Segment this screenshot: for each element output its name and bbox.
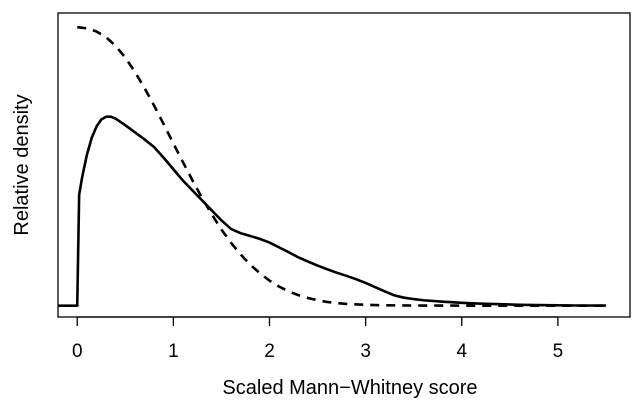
solid-density-curve — [58, 115, 606, 307]
x-axis-title: Scaled Mann−Whitney score — [222, 377, 477, 399]
x-axis: 0 1 2 3 4 5 — [72, 316, 564, 362]
x-tick-label-3: 3 — [360, 341, 371, 362]
x-tick-label-0: 0 — [72, 341, 83, 362]
x-tick-label-2: 2 — [264, 341, 275, 362]
dashed-density-curve — [77, 25, 606, 307]
y-axis-title: Relative density — [11, 94, 33, 235]
x-tick-label-1: 1 — [168, 341, 179, 362]
series-layer — [58, 25, 606, 307]
x-tick-label-5: 5 — [553, 341, 564, 362]
x-tick-label-4: 4 — [456, 341, 467, 362]
